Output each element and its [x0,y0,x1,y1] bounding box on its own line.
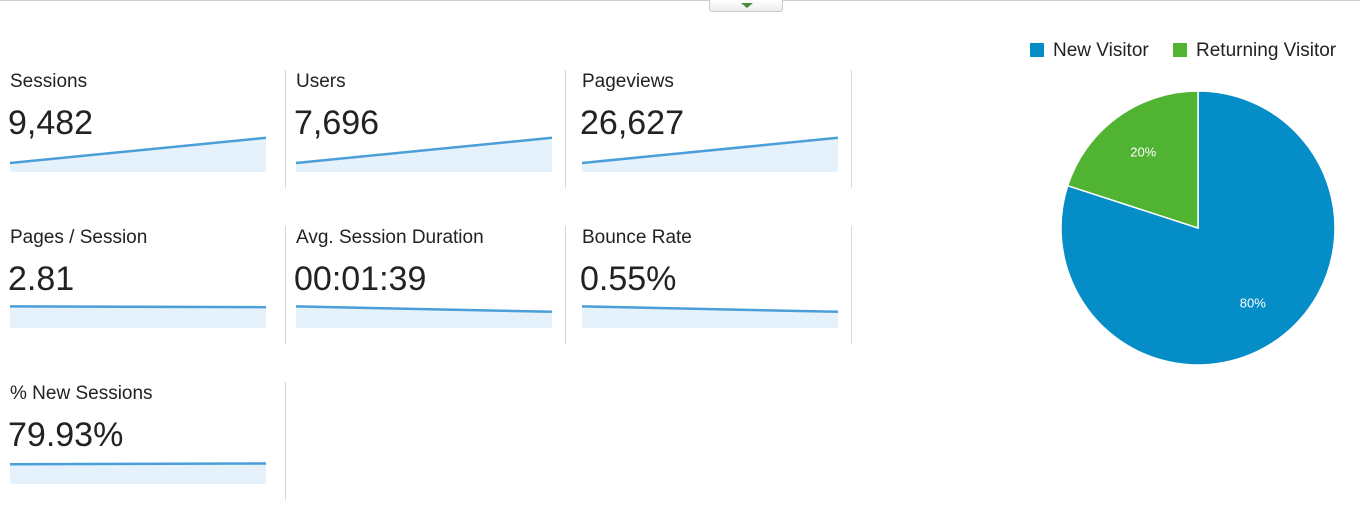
metric-value: 9,482 [8,104,94,142]
legend-swatch [1030,43,1044,57]
metric-sessions[interactable]: Sessions 9,482 [0,70,286,188]
sparkline-area [582,137,838,172]
metric-value: 2.81 [8,260,75,298]
pie-legend: New Visitor Returning Visitor [1030,40,1336,62]
sparkline-line [296,305,552,314]
sparkline-area [10,463,266,484]
metric-pages-per-session[interactable]: Pages / Session 2.81 [0,226,286,344]
metric-label: Pages / Session [10,227,148,248]
pie-slice-returning-visitor[interactable] [1066,90,1199,230]
metric-label: Pageviews [582,71,674,92]
pie-slice-label: 80% [1240,295,1266,310]
sparkline [582,136,838,172]
sparkline [10,136,266,172]
legend-label: Returning Visitor [1196,40,1337,61]
top-divider [0,0,1360,1]
collapse-toggle-button[interactable] [709,0,783,12]
metric-label: Avg. Session Duration [296,227,484,248]
pie-slice-label: 20% [1130,145,1156,160]
metric-value: 26,627 [580,104,684,142]
sparkline-area [296,306,552,328]
legend-item-new-visitor[interactable]: New Visitor [1030,40,1149,62]
legend-swatch [1173,43,1188,57]
metric-label: Bounce Rate [582,227,692,248]
metric-value: 79.93% [8,416,124,454]
sparkline-line [10,136,266,165]
metric-value: 0.55% [580,260,677,298]
metric-pageviews[interactable]: Pageviews 26,627 [566,70,852,188]
sparkline-area [296,137,552,172]
chevron-down-icon [741,3,753,8]
sparkline [296,305,552,328]
sparkline [582,305,838,328]
metric-avg-session-duration[interactable]: Avg. Session Duration 00:01:39 [280,226,566,344]
sparkline-area [10,306,266,328]
metric-value: 00:01:39 [294,260,427,298]
legend-item-returning-visitor[interactable]: Returning Visitor [1173,40,1336,62]
visitor-pie-chart: 80% 20% [1060,90,1336,366]
sparkline-line [10,305,266,309]
sparkline [10,305,266,328]
metric-value: 7,696 [294,104,380,142]
legend-label: New Visitor [1053,40,1149,61]
sparkline-line [582,136,838,165]
metric-bounce-rate[interactable]: Bounce Rate 0.55% [566,226,852,344]
metric-label: % New Sessions [10,383,153,404]
sparkline-line [582,305,838,314]
metric-label: Sessions [10,71,88,92]
sparkline-area [582,306,838,328]
sparkline-area [10,137,266,172]
sparkline-line [10,462,266,466]
metric-users[interactable]: Users 7,696 [280,70,566,188]
metric-label: Users [296,71,346,92]
sparkline-line [296,136,552,165]
sparkline [296,136,552,172]
sparkline [10,462,266,484]
metric-new-sessions[interactable]: % New Sessions 79.93% [0,382,286,500]
